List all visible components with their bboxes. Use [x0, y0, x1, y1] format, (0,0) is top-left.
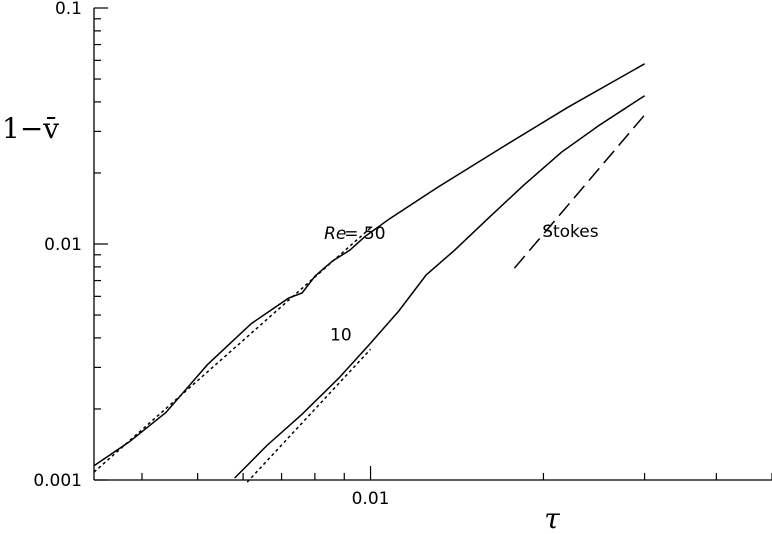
series-line-solid-0 [93, 63, 645, 467]
annotation-label: 10 [330, 326, 352, 346]
y-tick-label: 0.1 [55, 0, 82, 19]
series-line-dotted-3 [246, 348, 372, 483]
y-axis-title: 1−v̄ [2, 112, 59, 145]
annotation-label: = 50 [344, 224, 385, 244]
annotation-label: Re [324, 224, 346, 244]
y-tick-label: 0.001 [33, 471, 82, 491]
annotations: Re= 50 10 Stokes [324, 222, 599, 345]
series-layer [93, 63, 646, 483]
x-axis-title: τ [544, 502, 560, 529]
x-tick-label: 0.01 [352, 489, 390, 509]
y-tick-label: 0.01 [44, 235, 82, 255]
annotation-label: Stokes [542, 222, 599, 242]
series-line-solid-1 [234, 95, 646, 479]
series-line-dotted-2 [93, 227, 371, 473]
series-line-stokes [513, 114, 646, 269]
